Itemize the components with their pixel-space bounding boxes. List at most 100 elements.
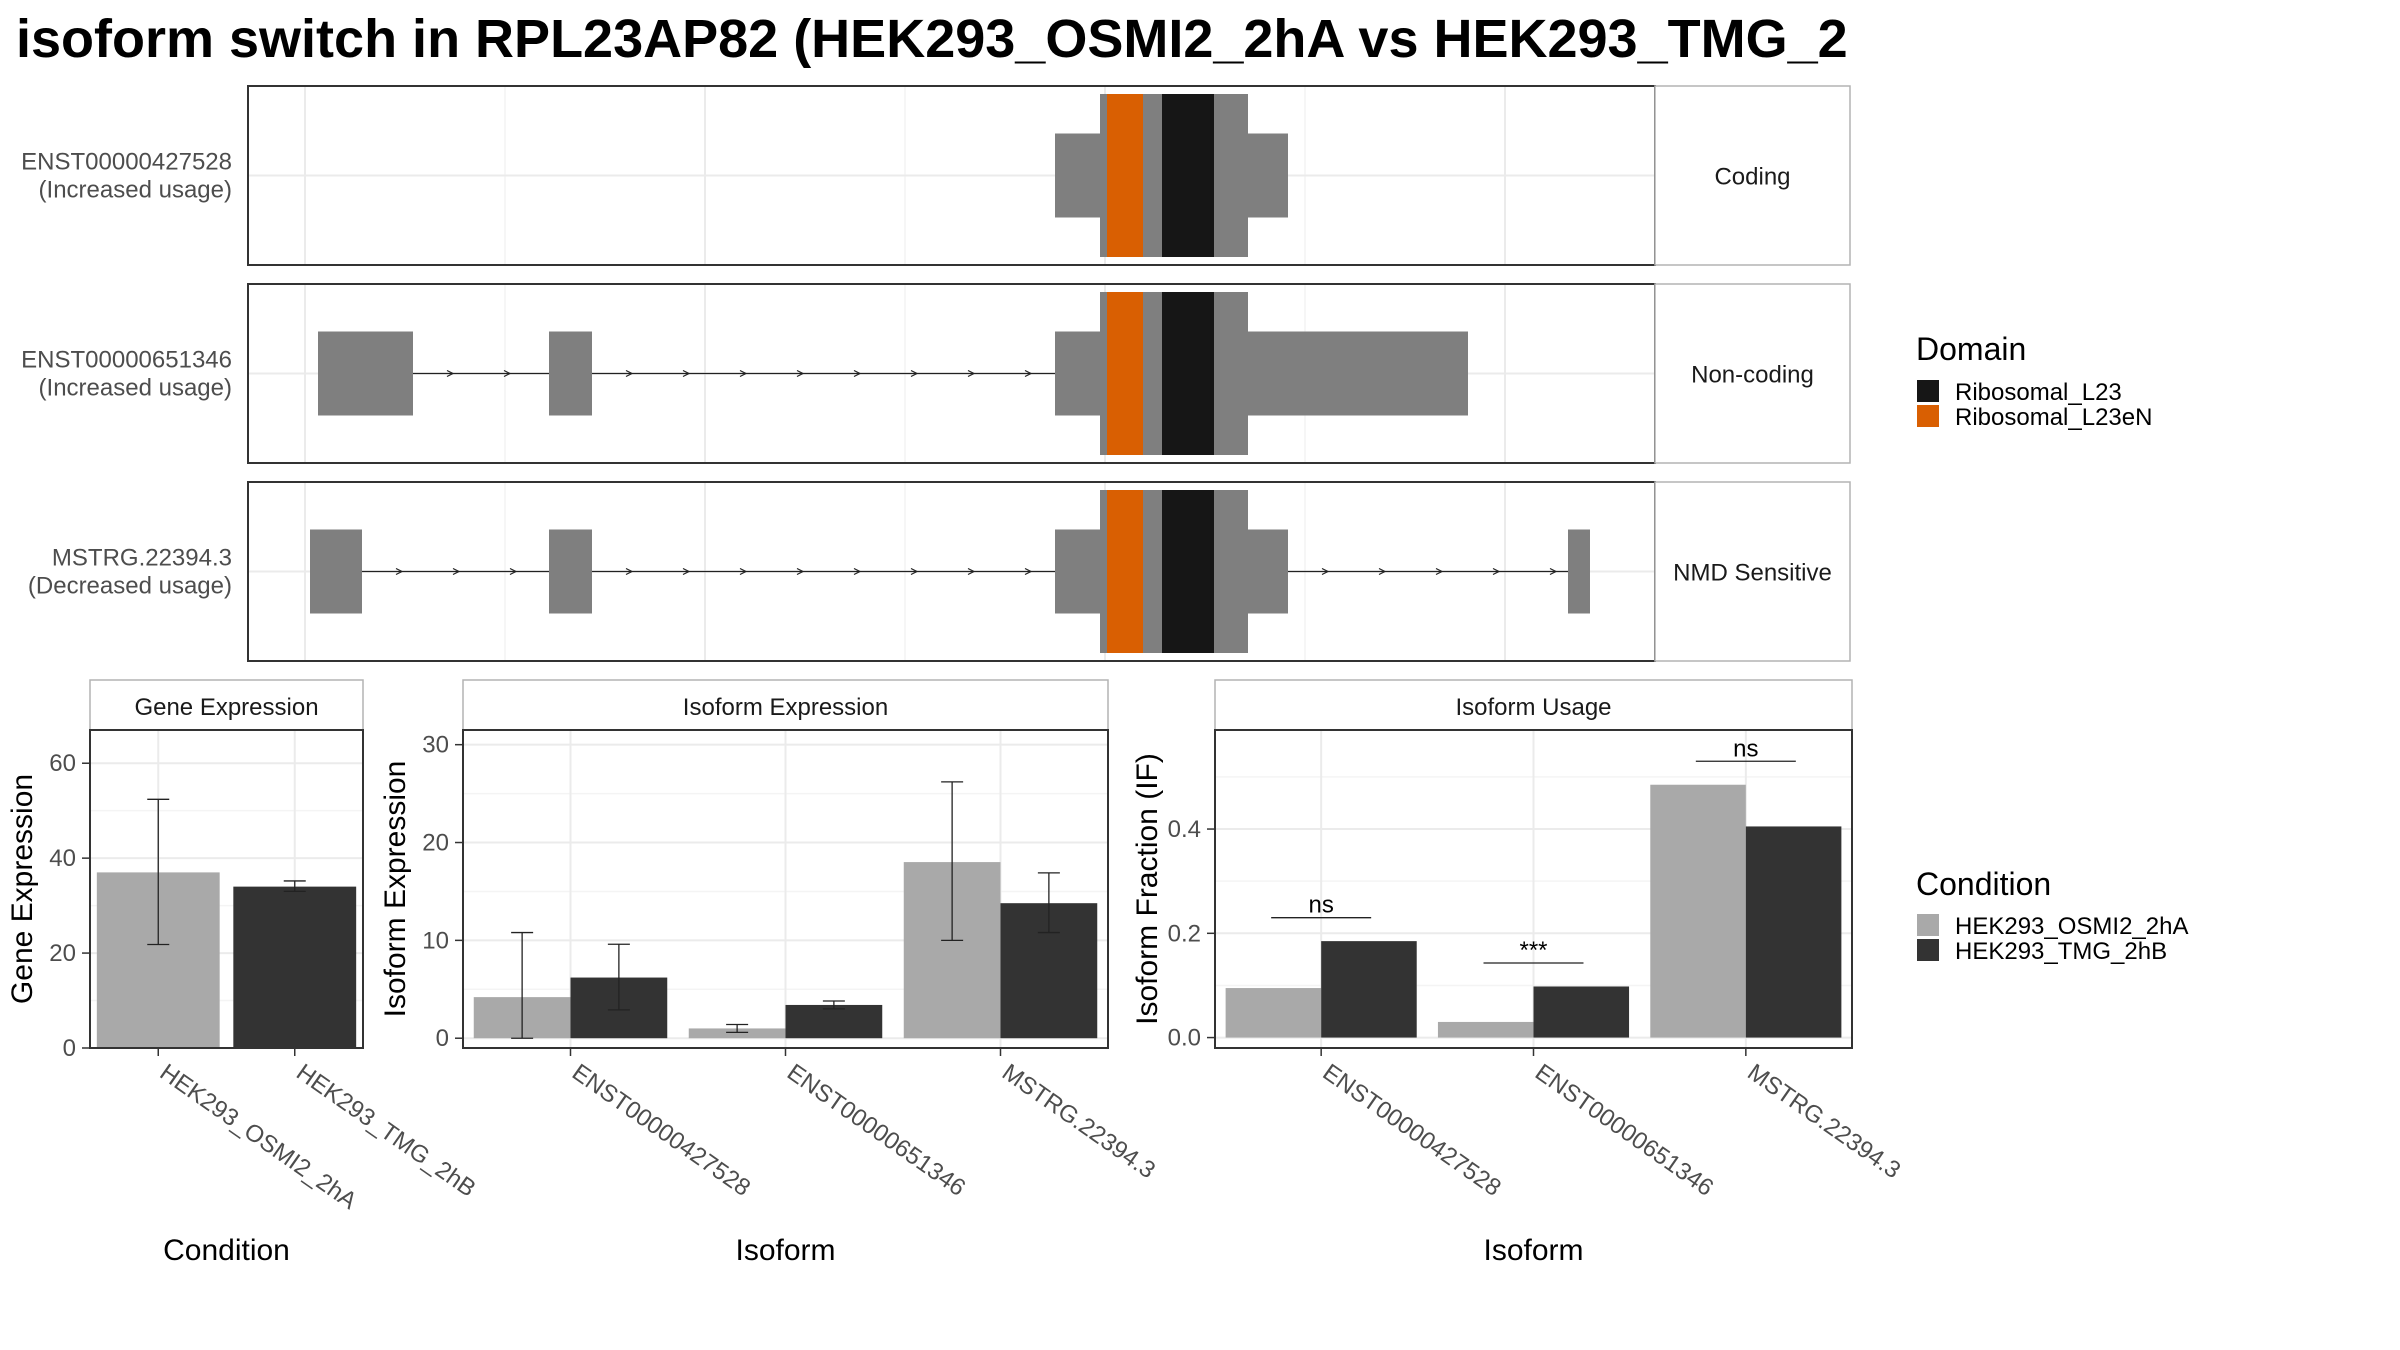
intron-arrow	[853, 369, 862, 378]
bar	[1533, 986, 1630, 1038]
x-tick-label: ENST00000427528	[567, 1059, 755, 1202]
condition-legend-key	[1917, 939, 1939, 961]
intron-arrow	[1024, 369, 1033, 378]
significance-label: ns	[1733, 735, 1758, 762]
bar	[1437, 1021, 1534, 1038]
intron-arrow	[395, 567, 404, 576]
intron-arrow	[452, 567, 461, 576]
bar	[785, 1004, 883, 1039]
bar	[1650, 784, 1746, 1038]
y-tick-label: 20	[49, 940, 76, 967]
intron-arrow	[739, 369, 748, 378]
intron-arrow	[1378, 567, 1387, 576]
page-title: isoform switch in RPL23AP82 (HEK293_OSMI…	[16, 9, 1848, 69]
intron-arrow	[910, 369, 919, 378]
exon	[1055, 529, 1100, 614]
exon	[1212, 94, 1248, 257]
bar-chart: Isoform Usage ns *** ns 0.0 0.2 0.4 ENST0000042…	[1131, 679, 1905, 1267]
exon	[1568, 529, 1590, 614]
bar	[688, 1028, 786, 1039]
exon	[549, 529, 592, 614]
y-tick-label: 0	[436, 1025, 449, 1052]
condition-legend-key	[1917, 914, 1939, 936]
y-tick-label: 30	[422, 732, 449, 759]
track-label: ENST00000651346	[21, 347, 232, 374]
track-label: MSTRG.22394.3	[52, 545, 232, 572]
track-strip-label: Coding	[1714, 164, 1790, 191]
domain-ribosomal-l23en	[1107, 94, 1143, 257]
exon	[1212, 292, 1248, 455]
y-tick-label: 0.4	[1168, 816, 1201, 843]
domain-legend-key	[1917, 380, 1939, 402]
bar	[1745, 826, 1842, 1038]
domain-legend-label: Ribosomal_L23eN	[1955, 404, 2152, 431]
track-strip-label: NMD Sensitive	[1673, 560, 1832, 587]
intron-arrow	[682, 369, 691, 378]
x-tick-label: ENST00000651346	[1530, 1059, 1718, 1202]
intron-arrow	[1492, 567, 1501, 576]
exon	[1055, 133, 1100, 218]
intron-arrow	[739, 567, 748, 576]
exon	[1140, 94, 1162, 257]
intron-arrow	[967, 369, 976, 378]
bar	[233, 886, 357, 1048]
x-axis-title: Isoform	[735, 1234, 835, 1267]
significance-label: ns	[1308, 892, 1333, 919]
condition-legend-label: HEK293_TMG_2hB	[1955, 938, 2167, 965]
intron-arrow	[682, 567, 691, 576]
exon	[318, 331, 413, 416]
intron-arrow	[625, 369, 634, 378]
exon	[1055, 331, 1100, 416]
domain-ribosomal-l23en	[1107, 292, 1143, 455]
track-strip-label: Non-coding	[1691, 362, 1814, 389]
track-strip	[1654, 283, 1851, 464]
track-usage-label: (Increased usage)	[39, 375, 232, 402]
intron-arrow	[967, 567, 976, 576]
chart-strip-label: Isoform Usage	[1455, 694, 1611, 721]
x-tick-label: ENST00000651346	[782, 1059, 970, 1202]
track-strip	[1654, 481, 1851, 662]
track-label: ENST00000427528	[21, 149, 232, 176]
intron-arrow	[1435, 567, 1444, 576]
domain-legend-label: Ribosomal_L23	[1955, 379, 2122, 406]
y-tick-label: 0.0	[1168, 1025, 1201, 1052]
exon	[549, 331, 592, 416]
x-axis-title: Condition	[163, 1234, 290, 1267]
y-tick-label: 20	[422, 830, 449, 857]
intron-arrow	[910, 567, 919, 576]
y-tick-label: 40	[49, 845, 76, 872]
domain-legend-key	[1917, 405, 1939, 427]
domain-ribosomal-l23en	[1107, 490, 1143, 653]
exon	[1248, 529, 1288, 614]
transcript-track: Coding ENST00000427528(Increased usage)	[21, 85, 1851, 266]
track-usage-label: (Increased usage)	[39, 177, 232, 204]
intron-arrow	[1321, 567, 1330, 576]
intron-arrow	[853, 567, 862, 576]
transcript-track: NMD Sensitive MSTRG.22394.3(Decreased usa…	[28, 481, 1851, 662]
y-tick-label: 0.2	[1168, 920, 1201, 947]
bar-charts: Gene Expression0204060HEK293_OSMI2_2hAHE…	[6, 679, 1905, 1267]
bar-chart: Isoform Expression 0 10 20 30 ENST00000427528…	[379, 679, 1160, 1267]
intron-arrow	[446, 369, 455, 378]
exon	[1140, 490, 1162, 653]
chart-panel-border	[89, 729, 364, 1049]
y-axis-title: Isoform Expression	[379, 761, 412, 1018]
exon	[1140, 292, 1162, 455]
condition-legend-title: Condition	[1916, 866, 2051, 902]
chart-strip	[89, 679, 364, 731]
intron-arrow	[503, 369, 512, 378]
x-tick-label: ENST00000427528	[1318, 1059, 1506, 1202]
intron-arrow	[1549, 567, 1558, 576]
exon	[310, 529, 362, 614]
track-strip	[1654, 85, 1851, 266]
domain-ribosomal-l23	[1162, 292, 1214, 455]
chart-strip-label: Isoform Expression	[683, 694, 888, 721]
domain-legend-title: Domain	[1916, 331, 2026, 367]
x-axis-title: Isoform	[1483, 1234, 1583, 1267]
domain-ribosomal-l23	[1162, 490, 1214, 653]
significance-label: ***	[1519, 937, 1547, 964]
